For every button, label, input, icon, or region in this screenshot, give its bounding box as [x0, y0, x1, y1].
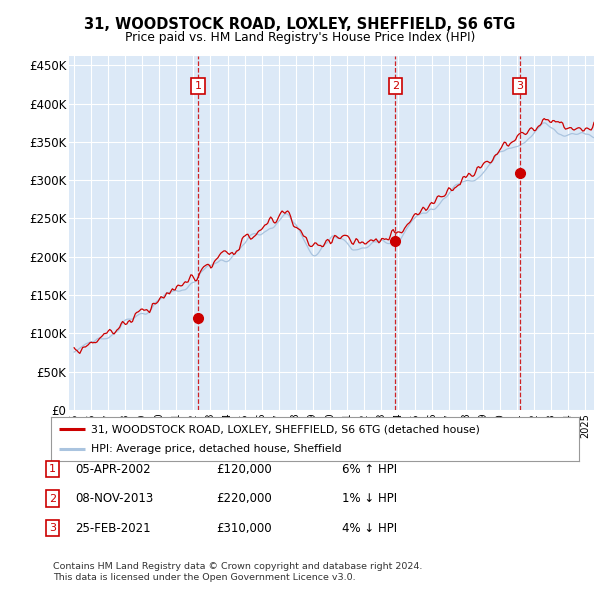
Text: 6% ↑ HPI: 6% ↑ HPI	[342, 463, 397, 476]
Text: 25-FEB-2021: 25-FEB-2021	[75, 522, 151, 535]
Text: 31, WOODSTOCK ROAD, LOXLEY, SHEFFIELD, S6 6TG: 31, WOODSTOCK ROAD, LOXLEY, SHEFFIELD, S…	[85, 17, 515, 31]
Text: 1: 1	[49, 464, 56, 474]
Text: HPI: Average price, detached house, Sheffield: HPI: Average price, detached house, Shef…	[91, 444, 341, 454]
Text: 1% ↓ HPI: 1% ↓ HPI	[342, 492, 397, 505]
Text: 31, WOODSTOCK ROAD, LOXLEY, SHEFFIELD, S6 6TG (detached house): 31, WOODSTOCK ROAD, LOXLEY, SHEFFIELD, S…	[91, 424, 479, 434]
Text: £310,000: £310,000	[216, 522, 272, 535]
Text: 2: 2	[392, 81, 399, 91]
Text: 4% ↓ HPI: 4% ↓ HPI	[342, 522, 397, 535]
Text: 05-APR-2002: 05-APR-2002	[75, 463, 151, 476]
Text: 3: 3	[49, 523, 56, 533]
Text: This data is licensed under the Open Government Licence v3.0.: This data is licensed under the Open Gov…	[53, 572, 355, 582]
Text: £120,000: £120,000	[216, 463, 272, 476]
Text: Contains HM Land Registry data © Crown copyright and database right 2024.: Contains HM Land Registry data © Crown c…	[53, 562, 422, 571]
Text: 1: 1	[194, 81, 202, 91]
Text: 3: 3	[517, 81, 523, 91]
Text: 08-NOV-2013: 08-NOV-2013	[75, 492, 153, 505]
Text: £220,000: £220,000	[216, 492, 272, 505]
Text: 2: 2	[49, 494, 56, 503]
Text: Price paid vs. HM Land Registry's House Price Index (HPI): Price paid vs. HM Land Registry's House …	[125, 31, 475, 44]
